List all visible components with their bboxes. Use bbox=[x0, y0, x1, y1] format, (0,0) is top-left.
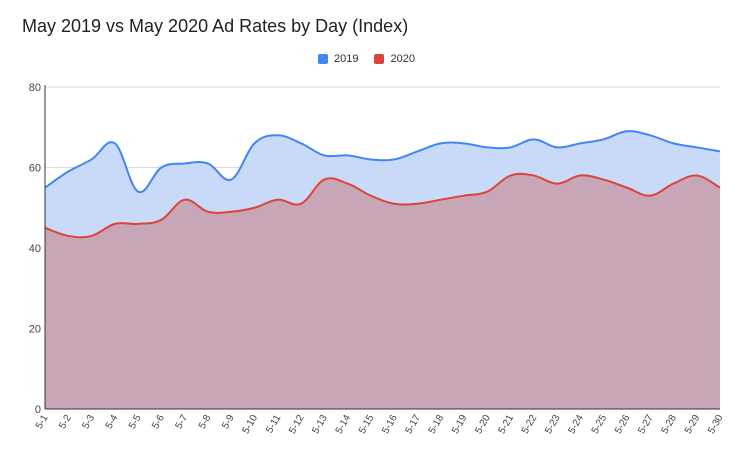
x-tick-label: 5-22 bbox=[520, 413, 540, 436]
x-tick-label: 5-14 bbox=[334, 413, 354, 436]
x-tick-label: 5-27 bbox=[636, 413, 656, 436]
axes bbox=[44, 85, 720, 410]
legend-swatch-2019 bbox=[318, 54, 328, 64]
legend-item-2020[interactable]: 2020 bbox=[374, 53, 415, 65]
x-tick-label: 5-10 bbox=[241, 413, 261, 436]
y-tick-label: 60 bbox=[29, 163, 41, 175]
x-tick-label: 5-3 bbox=[80, 413, 97, 431]
x-tick-label: 5-18 bbox=[427, 413, 447, 436]
x-tick-label: 5-13 bbox=[310, 413, 330, 436]
x-tick-label: 5-16 bbox=[380, 413, 400, 436]
x-tick-label: 5-7 bbox=[174, 413, 191, 431]
x-tick-label: 5-17 bbox=[403, 413, 423, 436]
y-tick-labels: 0 20 40 60 80 bbox=[29, 82, 41, 416]
x-tick-label: 5-11 bbox=[264, 413, 283, 436]
x-tick-label: 5-26 bbox=[613, 413, 633, 436]
x-tick-labels: 5-1 5-2 5-3 5-4 5-5 5-6 5-7 5-8 5-9 5-10 5-11 5-12 5… bbox=[34, 413, 726, 436]
x-tick-label: 5-6 bbox=[150, 413, 167, 431]
chart-title: May 2019 vs May 2020 Ad Rates by Day (In… bbox=[22, 16, 409, 36]
x-tick-label: 5-21 bbox=[497, 413, 517, 436]
x-tick-label: 5-5 bbox=[127, 413, 144, 431]
x-tick-label: 5-25 bbox=[590, 413, 610, 436]
x-tick-label: 5-19 bbox=[450, 413, 470, 436]
x-tick-label: 5-9 bbox=[220, 413, 237, 431]
x-tick-label: 5-24 bbox=[566, 413, 586, 436]
x-tick-label: 5-15 bbox=[357, 413, 377, 436]
x-tick-label: 5-2 bbox=[57, 413, 74, 431]
line-series-2019 bbox=[44, 130, 721, 194]
legend: 2019 2020 bbox=[318, 53, 431, 65]
line-series-2020 bbox=[44, 172, 721, 239]
x-tick-label: 5-20 bbox=[473, 413, 493, 436]
y-tick-label: 0 bbox=[35, 404, 41, 416]
x-tick-label: 5-4 bbox=[104, 413, 121, 431]
x-tick-label: 5-29 bbox=[683, 413, 703, 436]
y-tick-label: 40 bbox=[29, 243, 41, 255]
legend-item-2019[interactable]: 2019 bbox=[318, 53, 358, 65]
series-lines bbox=[44, 130, 721, 239]
area-series-2020 bbox=[45, 173, 720, 409]
legend-swatch-2020 bbox=[374, 54, 385, 64]
y-tick-label: 80 bbox=[29, 82, 41, 94]
x-tick-label: 5-12 bbox=[287, 413, 307, 436]
x-tick-label: 5-28 bbox=[660, 413, 680, 436]
legend-label-2019: 2019 bbox=[334, 53, 359, 65]
legend-label-2020: 2020 bbox=[390, 53, 415, 65]
y-tick-label: 20 bbox=[29, 324, 41, 336]
x-tick-label: 5-30 bbox=[706, 413, 726, 436]
x-tick-label: 5-23 bbox=[543, 413, 563, 436]
series-areas bbox=[45, 131, 720, 409]
x-tick-label: 5-8 bbox=[197, 413, 214, 431]
